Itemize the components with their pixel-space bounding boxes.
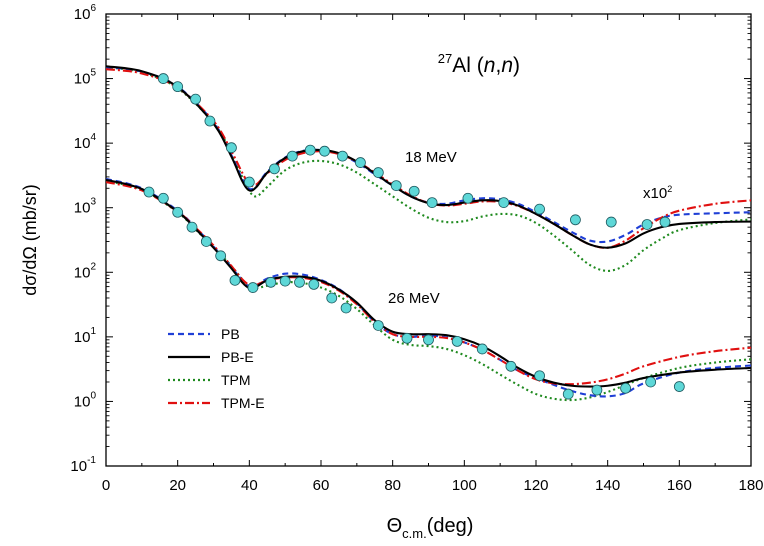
data-point-26mev <box>326 292 338 304</box>
annotation-18mev: 18 MeV <box>405 149 457 166</box>
data-point-18mev <box>243 176 255 188</box>
curve-pb-e-26mev <box>106 178 751 388</box>
data-point-26mev <box>401 332 413 344</box>
data-point-18mev <box>641 219 653 230</box>
x-tick-label: 160 <box>667 477 692 494</box>
annotation-scale-factor: x102 <box>643 184 672 202</box>
legend-label-pb-e: PB-E <box>221 349 254 365</box>
title-ejectile: n <box>501 54 513 77</box>
x-axis-label: Θc.m.(deg) <box>387 515 474 541</box>
data-point-26mev <box>423 334 434 346</box>
x-tick-label: 40 <box>241 477 258 494</box>
curve-tpm-e-26mev <box>106 180 751 386</box>
curve-pb-e-18mev <box>106 65 751 249</box>
data-point-18mev <box>534 203 545 215</box>
legend: PB PB-E TPM TPM-E <box>168 326 265 411</box>
data-point-26mev <box>505 360 517 372</box>
data-point-26mev <box>476 343 488 355</box>
data-point-18mev <box>570 214 581 226</box>
x-tick-label: 20 <box>169 477 186 494</box>
y-axis-label: dσ/dΩ (mb/sr) <box>20 184 40 296</box>
y-tick-label: 100 <box>74 390 97 410</box>
x-tick-label: 0 <box>102 477 110 494</box>
data-point-18mev <box>172 81 184 93</box>
data-point-18mev <box>286 150 298 162</box>
data-point-18mev <box>605 216 617 228</box>
data-point-18mev <box>304 144 316 156</box>
data-point-26mev <box>562 388 574 400</box>
data-point-26mev <box>247 282 259 293</box>
data-point-26mev <box>451 336 463 347</box>
title-close: ) <box>513 54 520 77</box>
x-tick-label: 140 <box>595 477 620 494</box>
data-point-26mev <box>534 370 545 382</box>
title-projectile: n <box>484 54 496 77</box>
data-point-18mev <box>319 145 330 157</box>
x-tick-label: 100 <box>452 477 477 494</box>
data-point-18mev <box>355 157 366 168</box>
data-point-26mev <box>157 192 169 204</box>
data-point-26mev <box>143 186 155 198</box>
annotation-26mev: 26 MeV <box>388 290 440 307</box>
data-point-18mev <box>204 115 216 127</box>
data-point-18mev <box>372 167 384 178</box>
title-superscript: 27 <box>438 51 452 66</box>
y-tick-label: 10-1 <box>70 455 96 475</box>
y-tick-label: 102 <box>74 261 97 281</box>
data-point-18mev <box>498 197 510 209</box>
data-point-26mev <box>279 275 291 287</box>
data-point-18mev <box>426 197 438 209</box>
legend-label-pb: PB <box>221 326 240 342</box>
data-point-26mev <box>186 221 198 233</box>
data-point-26mev <box>200 236 212 247</box>
data-point-26mev <box>372 320 384 331</box>
data-point-26mev <box>229 274 241 286</box>
x-axis-symbol: Θ <box>387 515 403 537</box>
y-tick-label: 101 <box>74 326 97 346</box>
data-point-26mev <box>172 206 184 218</box>
data-point-26mev <box>645 376 657 388</box>
data-point-26mev <box>294 276 305 288</box>
chart-title: 27Al (n,n) <box>438 51 520 77</box>
data-point-18mev <box>337 150 348 162</box>
data-point-18mev <box>462 192 474 204</box>
legend-label-tpm-e: TPM-E <box>221 395 265 411</box>
x-tick-label: 180 <box>738 477 763 494</box>
x-tick-label: 60 <box>313 477 330 494</box>
y-tick-label: 105 <box>74 68 97 88</box>
data-point-26mev <box>591 384 603 396</box>
data-point-18mev <box>408 185 420 197</box>
data-point-18mev <box>659 216 671 228</box>
x-axis-subscript: c.m. <box>402 526 427 541</box>
y-tick-label: 104 <box>74 132 97 152</box>
data-point-18mev <box>390 180 402 192</box>
title-open: ( <box>471 54 484 77</box>
title-element: Al <box>452 54 471 77</box>
scale-base: x10 <box>643 185 667 202</box>
y-axis-ticks: 106 105 104 103 102 101 100 10-1 <box>70 3 751 475</box>
data-point-26mev <box>620 382 631 394</box>
title-comma: , <box>495 54 501 77</box>
x-axis-ticks: 0 20 40 60 80 100 120 140 160 180 <box>102 14 764 494</box>
y-tick-label: 103 <box>74 197 97 217</box>
x-tick-label: 120 <box>523 477 548 494</box>
data-point-18mev <box>190 93 201 105</box>
experimental-points <box>143 73 685 400</box>
data-point-26mev <box>673 381 685 392</box>
scale-exp: 2 <box>667 184 672 194</box>
data-point-18mev <box>157 73 169 84</box>
data-point-26mev <box>340 302 352 314</box>
legend-label-tpm: TPM <box>221 372 251 388</box>
data-point-18mev <box>269 163 280 175</box>
model-curves <box>106 65 751 402</box>
data-point-26mev <box>215 250 227 262</box>
data-point-26mev <box>265 276 277 288</box>
y-tick-label: 106 <box>74 3 97 23</box>
data-point-18mev <box>226 142 237 154</box>
x-axis-unit: (deg) <box>427 515 474 537</box>
data-point-26mev <box>308 278 320 290</box>
x-tick-label: 80 <box>384 477 401 494</box>
